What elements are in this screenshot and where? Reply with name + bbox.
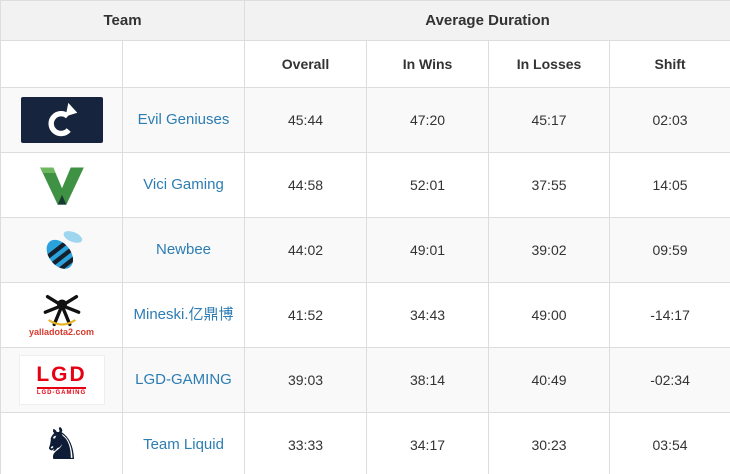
table-row: ♞ Team Liquid 33:33 34:17 30:23 03:54	[0, 412, 730, 474]
team-name-cell: Mineski.亿鼎博	[121, 282, 246, 348]
mineski-logo-icon: yalladota2.com	[1, 293, 122, 337]
overall-value: 44:58	[244, 152, 368, 218]
team-logo-cell[interactable]	[0, 152, 123, 218]
mineski-logo-caption: yalladota2.com	[28, 327, 95, 337]
shift-value: 14:05	[609, 152, 730, 218]
average-duration-group-header: Average Duration	[244, 0, 730, 41]
in-wins-value: 38:14	[366, 347, 490, 413]
lgd-logo-text: LGD	[36, 363, 87, 386]
overall-value: 45:44	[244, 87, 368, 153]
table-row: LGD LGD-GAMING LGD-GAMING 39:03 38:14 40…	[0, 347, 730, 413]
overall-value: 33:33	[244, 412, 368, 474]
team-name-cell: Evil Geniuses	[121, 87, 246, 153]
team-name-cell: Newbee	[121, 217, 246, 283]
in-wins-value: 34:17	[366, 412, 490, 474]
in-losses-value: 30:23	[488, 412, 611, 474]
shift-value: -02:34	[609, 347, 730, 413]
in-losses-value: 39:02	[488, 217, 611, 283]
lgd-gaming-logo-icon: LGD LGD-GAMING	[18, 355, 105, 405]
team-link[interactable]: LGD-GAMING	[135, 370, 232, 388]
shift-value: 09:59	[609, 217, 730, 283]
logo-column-header	[0, 40, 123, 88]
shift-value: 02:03	[609, 87, 730, 153]
in-losses-value: 49:00	[488, 282, 611, 348]
team-logo-cell[interactable]: LGD LGD-GAMING	[0, 347, 123, 413]
team-name-cell: Team Liquid	[121, 412, 246, 474]
shift-value: -14:17	[609, 282, 730, 348]
overall-value: 39:03	[244, 347, 368, 413]
in-wins-value: 52:01	[366, 152, 490, 218]
lgd-logo-caption: LGD-GAMING	[36, 387, 87, 396]
in-wins-column-header: In Wins	[366, 40, 490, 88]
team-link[interactable]: Team Liquid	[143, 435, 224, 453]
newbee-logo-icon	[1, 225, 122, 275]
column-header-row: Overall In Wins In Losses Shift	[0, 40, 730, 88]
table-row: yalladota2.com Mineski.亿鼎博 41:52 34:43 4…	[0, 282, 730, 348]
in-losses-value: 40:49	[488, 347, 611, 413]
in-losses-value: 45:17	[488, 87, 611, 153]
team-name-cell: LGD-GAMING	[121, 347, 246, 413]
team-logo-cell[interactable]: yalladota2.com	[0, 282, 123, 348]
team-group-header: Team	[0, 0, 246, 41]
team-link[interactable]: Newbee	[155, 240, 212, 258]
evil-geniuses-logo-icon	[20, 97, 103, 143]
shift-column-header: Shift	[609, 40, 730, 88]
in-losses-value: 37:55	[488, 152, 611, 218]
in-wins-value: 47:20	[366, 87, 490, 153]
table-row: Evil Geniuses 45:44 47:20 45:17 02:03	[0, 87, 730, 153]
in-wins-value: 34:43	[366, 282, 490, 348]
vici-gaming-logo-icon	[1, 163, 122, 207]
shift-value: 03:54	[609, 412, 730, 474]
team-name-cell: Vici Gaming	[121, 152, 246, 218]
table-row: Newbee 44:02 49:01 39:02 09:59	[0, 217, 730, 283]
team-link[interactable]: Mineski.亿鼎博	[133, 305, 234, 323]
team-link[interactable]: Evil Geniuses	[137, 110, 230, 128]
name-column-header	[121, 40, 246, 88]
overall-value: 44:02	[244, 217, 368, 283]
team-logo-cell[interactable]	[0, 217, 123, 283]
table-row: Vici Gaming 44:58 52:01 37:55 14:05	[0, 152, 730, 218]
overall-value: 41:52	[244, 282, 368, 348]
in-wins-value: 49:01	[366, 217, 490, 283]
team-logo-cell[interactable]	[0, 87, 123, 153]
team-logo-cell[interactable]: ♞	[0, 412, 123, 474]
overall-column-header: Overall	[244, 40, 368, 88]
in-losses-column-header: In Losses	[488, 40, 611, 88]
group-header-row: Team Average Duration	[0, 0, 730, 41]
team-liquid-horse-icon: ♞	[41, 420, 82, 469]
team-link[interactable]: Vici Gaming	[143, 175, 224, 193]
